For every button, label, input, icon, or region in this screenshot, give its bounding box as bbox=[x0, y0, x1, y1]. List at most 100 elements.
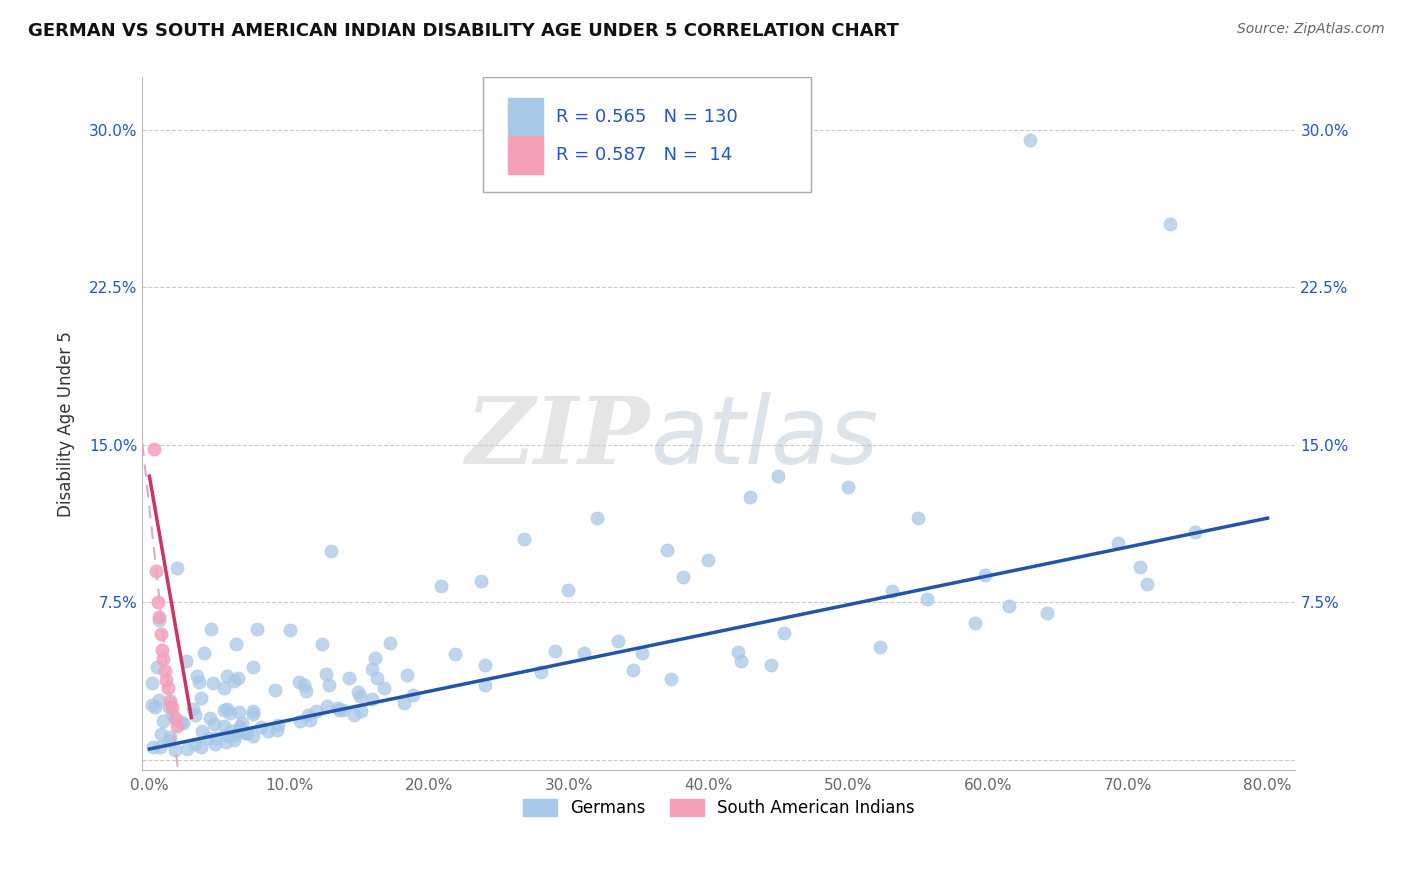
Point bbox=[266, 723, 288, 738]
Point bbox=[149, 626, 172, 640]
Point bbox=[727, 645, 749, 659]
Point bbox=[157, 734, 180, 748]
Point bbox=[321, 544, 343, 558]
Point bbox=[363, 651, 385, 665]
Point bbox=[373, 681, 395, 695]
Point bbox=[152, 714, 174, 728]
Point bbox=[235, 726, 257, 740]
Point bbox=[226, 671, 249, 685]
Text: GERMAN VS SOUTH AMERICAN INDIAN DISABILITY AGE UNDER 5 CORRELATION CHART: GERMAN VS SOUTH AMERICAN INDIAN DISABILI… bbox=[28, 22, 898, 40]
Point bbox=[242, 659, 264, 673]
Point bbox=[152, 652, 174, 666]
Point bbox=[974, 568, 997, 582]
Point bbox=[225, 727, 247, 741]
Point bbox=[148, 609, 170, 624]
Point bbox=[145, 564, 167, 578]
Point bbox=[672, 570, 695, 584]
Point bbox=[278, 624, 301, 638]
Point bbox=[1184, 525, 1206, 540]
Point bbox=[242, 706, 264, 721]
Point bbox=[215, 735, 238, 749]
Point bbox=[257, 724, 280, 739]
Point bbox=[163, 710, 186, 724]
Point bbox=[759, 658, 782, 673]
Point bbox=[292, 678, 315, 692]
Point bbox=[174, 654, 197, 668]
Point bbox=[298, 713, 321, 727]
Point bbox=[166, 719, 188, 733]
Point bbox=[153, 665, 176, 679]
Point bbox=[392, 696, 415, 710]
Point bbox=[166, 561, 188, 575]
Point bbox=[655, 542, 678, 557]
Point bbox=[997, 599, 1019, 613]
Point bbox=[183, 737, 205, 751]
Text: R = 0.587   N =  14: R = 0.587 N = 14 bbox=[557, 146, 733, 164]
Point bbox=[156, 681, 179, 695]
Point bbox=[297, 708, 319, 723]
Point bbox=[228, 706, 250, 720]
Point bbox=[288, 714, 311, 728]
Point bbox=[443, 647, 465, 661]
Point bbox=[246, 622, 269, 636]
Point bbox=[214, 719, 236, 733]
Point bbox=[143, 699, 166, 714]
Point bbox=[1036, 606, 1059, 620]
Point bbox=[181, 702, 204, 716]
Point bbox=[155, 673, 177, 687]
Point bbox=[378, 636, 401, 650]
Point bbox=[190, 690, 212, 705]
Point bbox=[205, 731, 228, 745]
Point bbox=[316, 698, 339, 713]
Point bbox=[224, 728, 246, 742]
FancyBboxPatch shape bbox=[482, 78, 811, 192]
Point bbox=[557, 582, 579, 597]
Point bbox=[350, 705, 373, 719]
Point bbox=[231, 715, 253, 730]
Point bbox=[337, 671, 360, 685]
Point bbox=[917, 591, 939, 606]
Point bbox=[347, 684, 370, 698]
Point bbox=[148, 693, 170, 707]
Bar bbox=[508, 136, 543, 175]
Point bbox=[242, 729, 264, 743]
Point bbox=[214, 681, 236, 695]
Point bbox=[332, 703, 354, 717]
Point bbox=[193, 646, 215, 660]
Point bbox=[249, 720, 271, 734]
Legend: Germans, South American Indians: Germans, South American Indians bbox=[516, 792, 921, 824]
Point bbox=[163, 743, 186, 757]
Point bbox=[768, 469, 790, 483]
Point bbox=[659, 673, 682, 687]
Point bbox=[1159, 218, 1181, 232]
Point bbox=[204, 737, 226, 751]
Point bbox=[160, 707, 183, 722]
Point bbox=[349, 689, 371, 703]
Point bbox=[315, 667, 337, 681]
Point bbox=[474, 657, 496, 672]
Point bbox=[159, 730, 181, 744]
Point bbox=[697, 553, 720, 567]
Point bbox=[200, 711, 222, 725]
Point bbox=[232, 725, 254, 739]
Point bbox=[1128, 559, 1150, 574]
Point bbox=[221, 724, 243, 739]
Point bbox=[1019, 133, 1042, 147]
Point bbox=[212, 703, 235, 717]
Point bbox=[219, 706, 242, 720]
Point bbox=[159, 694, 181, 708]
Point bbox=[288, 675, 311, 690]
Point bbox=[228, 720, 250, 734]
Point bbox=[740, 490, 762, 504]
Point bbox=[361, 662, 384, 676]
Point bbox=[142, 442, 165, 456]
Point bbox=[880, 584, 903, 599]
Point bbox=[148, 613, 170, 627]
Point bbox=[1107, 536, 1129, 550]
Point bbox=[146, 595, 169, 609]
Point bbox=[170, 715, 193, 730]
Point bbox=[222, 673, 245, 688]
Point bbox=[217, 668, 239, 682]
Point bbox=[235, 726, 257, 740]
Point bbox=[172, 716, 194, 731]
